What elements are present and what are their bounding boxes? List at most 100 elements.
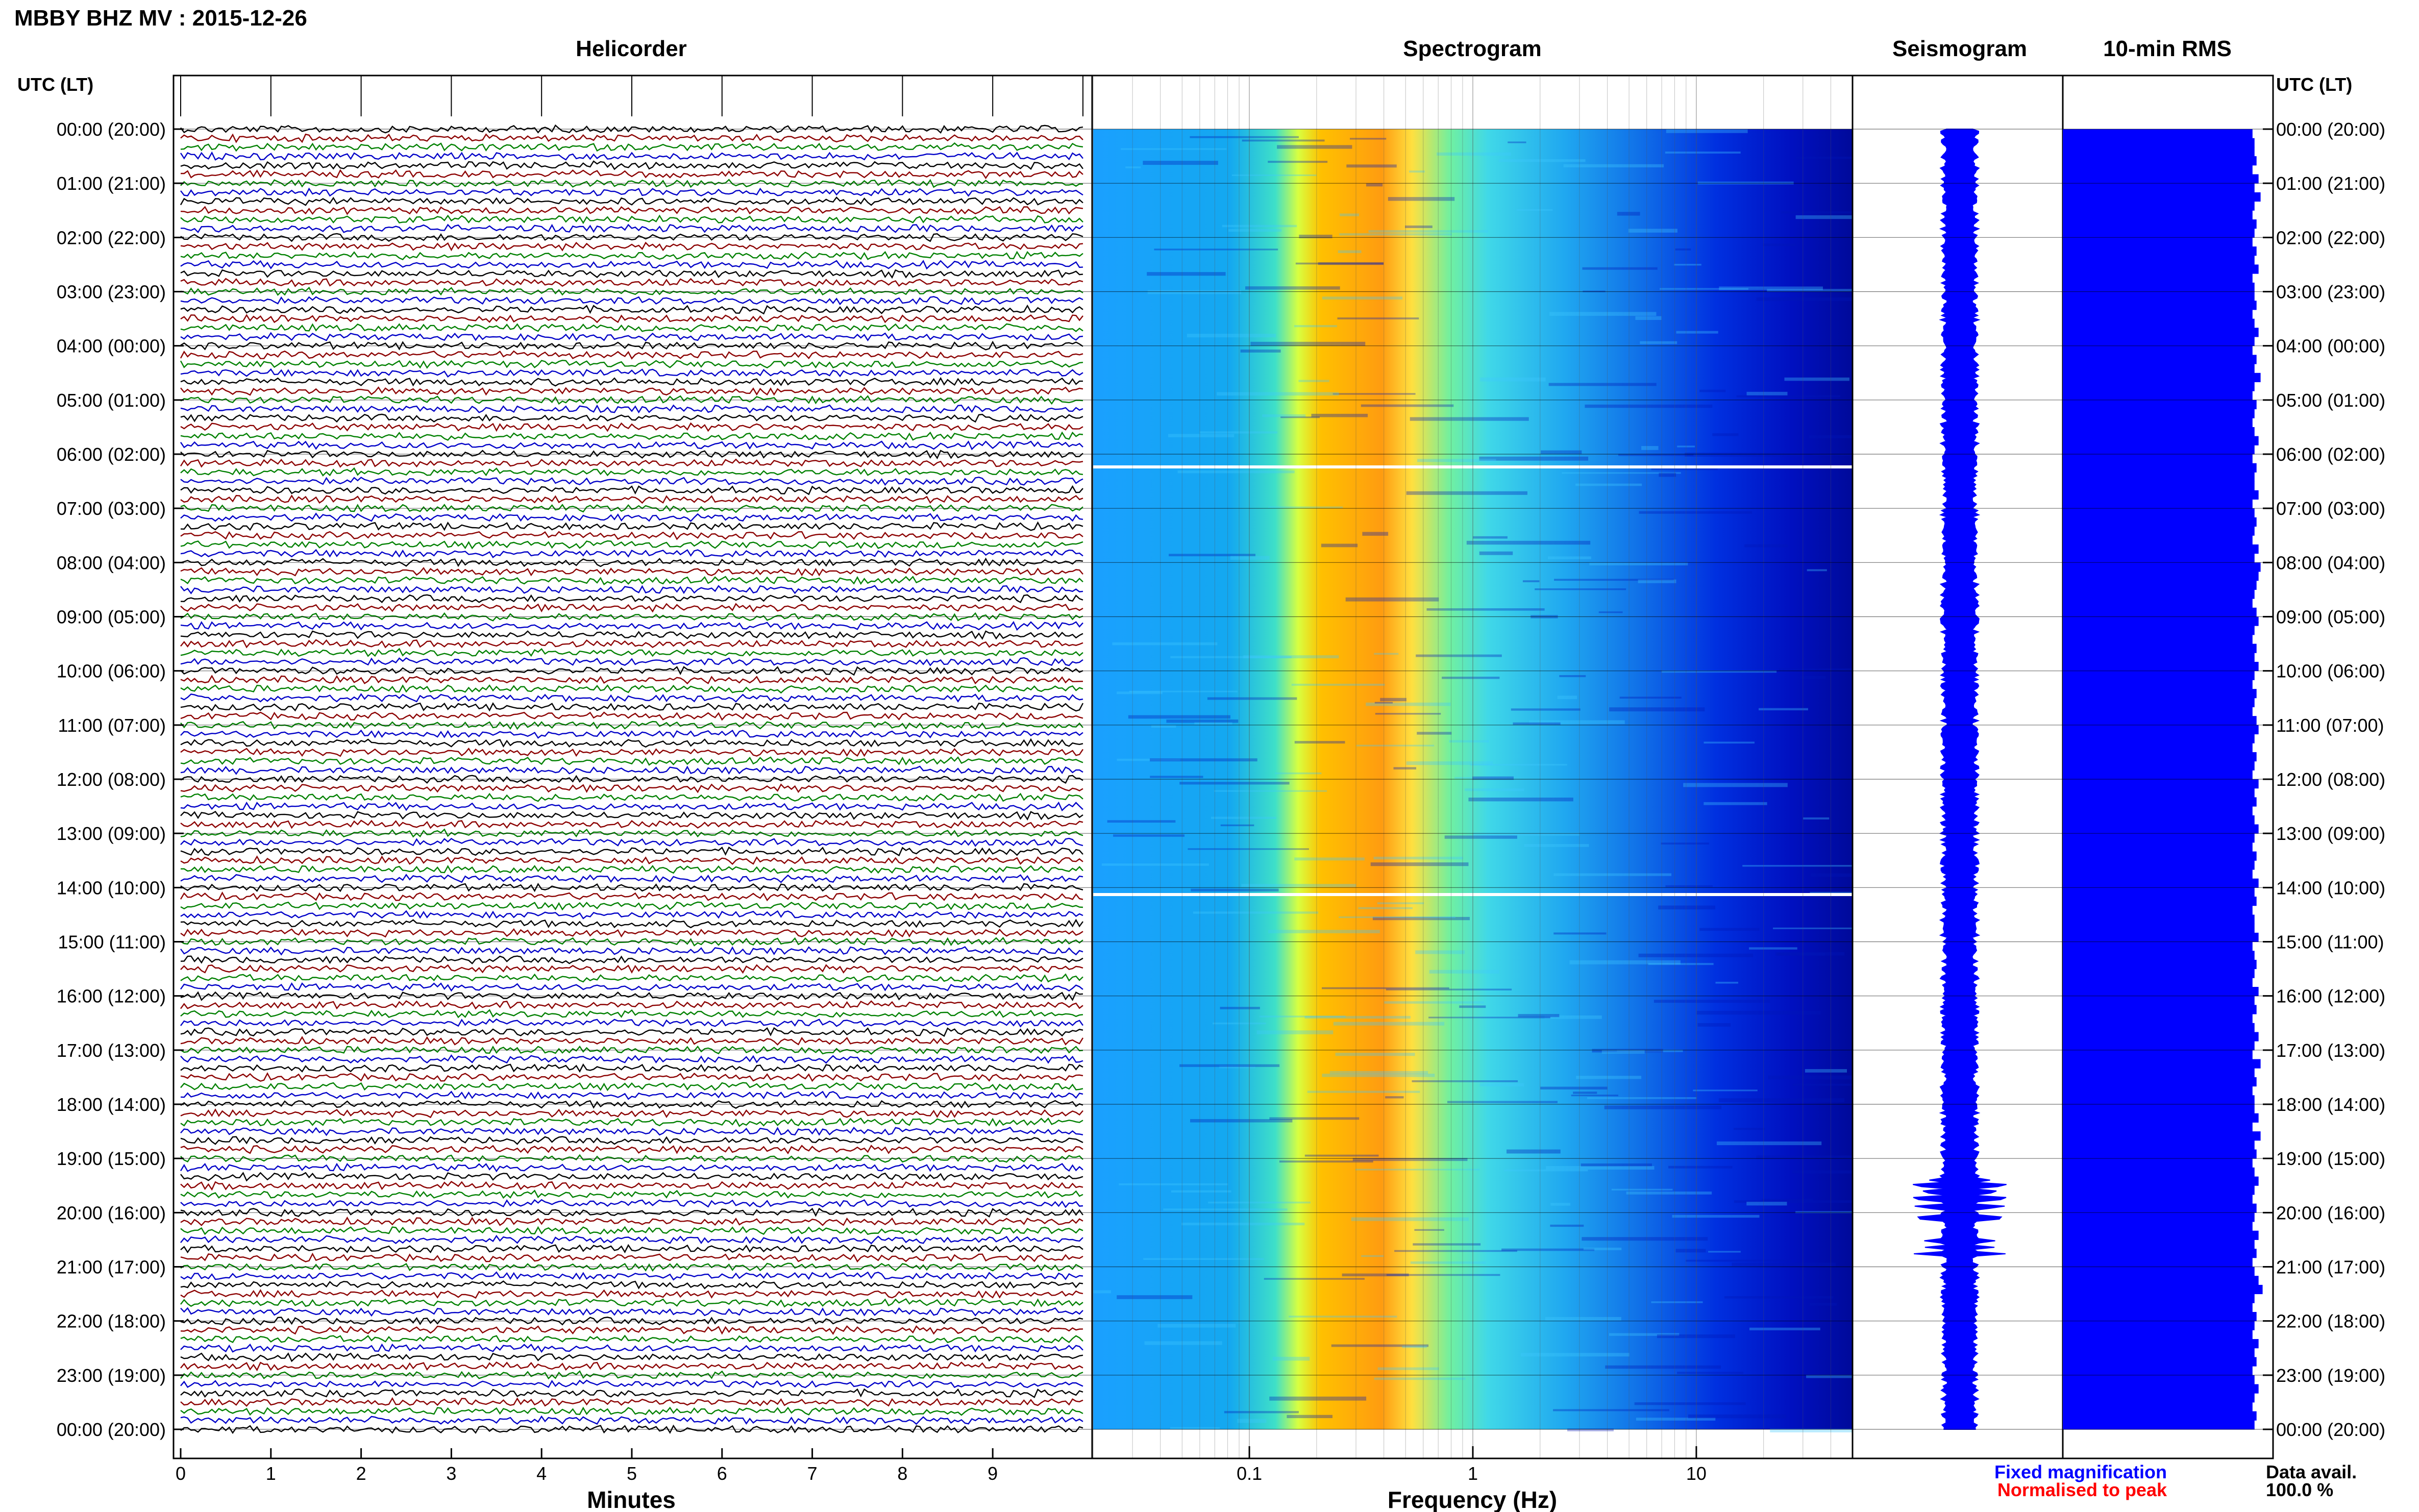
spectrogram-streak	[1756, 1155, 1853, 1159]
rms-bar	[2063, 1321, 2255, 1330]
helicorder-trace	[180, 494, 1083, 504]
spectrogram-streak	[1718, 1098, 1845, 1102]
rms-bar	[2063, 743, 2253, 753]
rms-bar	[2063, 490, 2259, 500]
spectrogram-streak	[1807, 569, 1827, 572]
spectrogram-streak	[1775, 952, 1845, 956]
time-label-left: 11:00 (07:00)	[58, 715, 166, 736]
spectrogram-streak	[1524, 844, 1589, 847]
rms-bar	[2063, 318, 2255, 328]
rms-bar	[2063, 634, 2253, 645]
rms-bar	[2063, 463, 2257, 473]
rms-bar	[2063, 951, 2255, 960]
helicorder-trace	[180, 1054, 1083, 1064]
rms-bar	[2063, 1131, 2261, 1141]
spectrogram-streak	[1651, 1301, 1703, 1303]
rms-bar	[2063, 661, 2259, 672]
spectrogram-streak	[1784, 377, 1849, 381]
rms-bar	[2063, 707, 2253, 716]
rms-bar	[2063, 129, 2253, 139]
spectrogram-streak	[1592, 1049, 1663, 1053]
helicorder-x-tick-label: 7	[807, 1463, 818, 1484]
helicorder-trace	[180, 1298, 1083, 1308]
rms-bar	[2063, 264, 2259, 274]
spectrogram-streak	[1112, 642, 1218, 646]
helicorder-trace	[180, 675, 1083, 685]
rms-bar	[2063, 472, 2255, 482]
rms-bar	[2063, 1068, 2255, 1078]
spectrogram-streak	[1416, 654, 1502, 657]
spectrogram-streak	[1708, 1251, 1741, 1253]
rms-bar	[2063, 138, 2255, 147]
rms-bar	[2063, 481, 2255, 491]
spectrogram-streak	[1516, 209, 1553, 211]
helicorder-trace	[180, 350, 1083, 360]
spectrogram-streak	[1147, 272, 1226, 276]
spectrogram-streak	[1222, 225, 1297, 228]
rms-bar	[2063, 779, 2259, 789]
time-label-right: 08:00 (04:00)	[2276, 552, 2385, 573]
time-label-right: 07:00 (03:00)	[2276, 498, 2385, 519]
helicorder-trace	[180, 721, 1083, 730]
spectrogram-streak	[1674, 264, 1701, 266]
rms-bar	[2063, 1339, 2259, 1349]
spectrogram-streak	[1117, 758, 1180, 761]
rms-bar	[2063, 599, 2253, 608]
time-label-left: 10:00 (06:00)	[57, 661, 166, 682]
rms-bar	[2063, 761, 2255, 771]
spectrogram-streak	[1207, 697, 1297, 700]
helicorder-x-tick-label: 5	[627, 1463, 637, 1484]
spectrogram-streak	[1479, 1083, 1524, 1086]
spectrogram-streak	[1454, 777, 1508, 779]
spectrogram-streak	[1208, 1201, 1311, 1204]
spectrogram-streak	[1375, 713, 1441, 715]
helicorder-trace	[180, 485, 1083, 495]
spectrogram-streak	[1479, 456, 1589, 461]
helicorder-trace	[180, 296, 1083, 306]
helicorder-trace	[180, 1099, 1083, 1109]
helicorder-trace	[180, 1000, 1083, 1010]
helicorder-trace	[180, 1406, 1083, 1416]
helicorder-trace	[180, 1189, 1083, 1199]
spectrogram-streak	[1569, 960, 1681, 964]
spectrogram-streak	[1447, 1101, 1558, 1103]
spectrogram-streak	[1686, 1259, 1792, 1262]
hour-grid	[174, 128, 2273, 1430]
spectrogram-streak	[1414, 1229, 1444, 1231]
spectrogram-streak	[1406, 761, 1493, 765]
spectrogram-streak	[1742, 865, 1853, 867]
spectrogram-streak	[1245, 286, 1340, 290]
helicorder-trace	[180, 160, 1083, 170]
rms-bar	[2063, 1113, 2259, 1123]
helicorder-trace	[180, 386, 1083, 396]
helicorder-trace	[180, 594, 1083, 604]
rms-bar	[2063, 1104, 2255, 1114]
spectrogram-streak	[1479, 551, 1513, 555]
spectrogram-streak	[1676, 331, 1718, 334]
rms-bar	[2063, 282, 2255, 292]
helicorder-trace	[180, 729, 1083, 739]
spectrogram-streak	[1129, 690, 1238, 692]
rms-bar	[2063, 860, 2255, 870]
rms-bar	[2063, 1375, 2255, 1385]
rms-bar	[2063, 454, 2253, 464]
rms-bar	[2063, 1059, 2261, 1069]
time-label-left: 08:00 (04:00)	[57, 552, 166, 573]
helicorder-trace	[180, 937, 1083, 947]
rms-bar	[2063, 1384, 2259, 1394]
spectrogram-streak	[1585, 404, 1713, 408]
helicorder-trace	[180, 702, 1084, 712]
spectrogram-streak	[1640, 341, 1677, 344]
spectrogram-streak	[1356, 745, 1435, 747]
helicorder-trace	[180, 891, 1083, 902]
spectrogram-streak	[1617, 1049, 1683, 1052]
spectrogram-streak	[1144, 1341, 1222, 1345]
spectrogram-streak	[1211, 816, 1276, 819]
time-label-right: 14:00 (10:00)	[2276, 877, 2385, 898]
rms-bar	[2063, 192, 2261, 202]
time-label-right: 13:00 (09:00)	[2276, 823, 2385, 844]
spectrogram-streak	[1151, 725, 1176, 728]
spectrogram-streak	[1428, 1017, 1550, 1019]
rms-bar	[2063, 680, 2253, 689]
spectrogram-streak	[1795, 1211, 1853, 1213]
